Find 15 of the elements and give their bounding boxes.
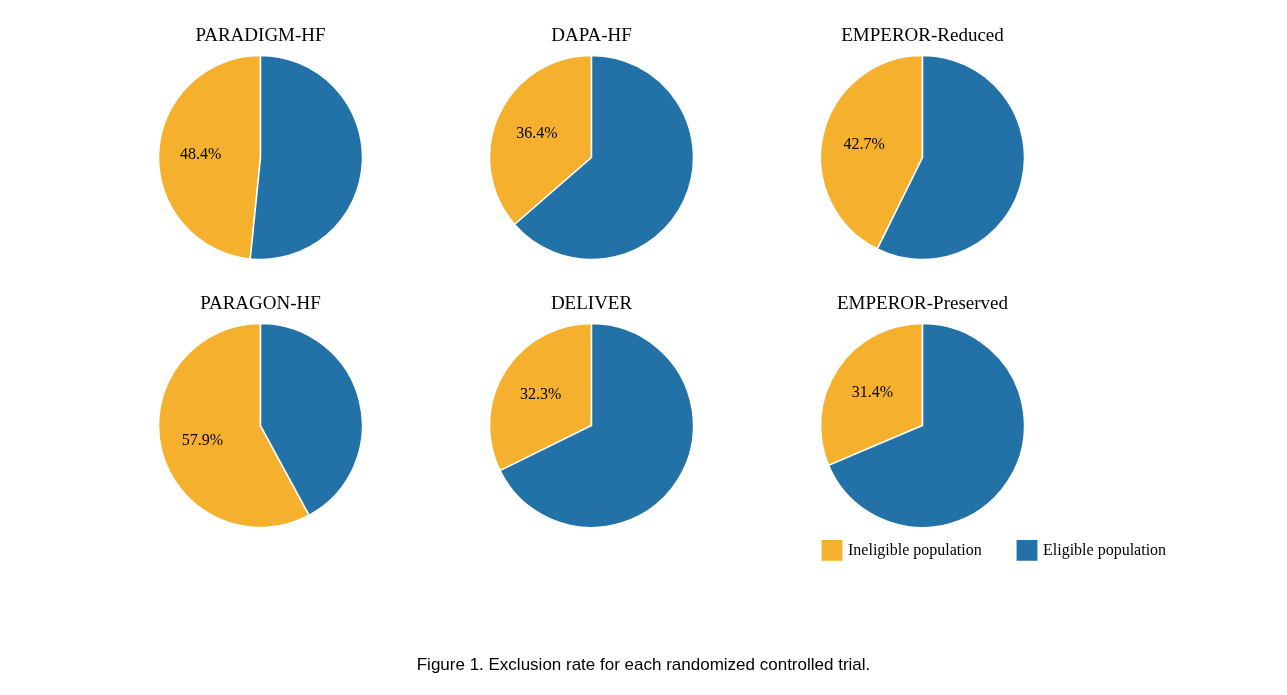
legend-label: Eligible population	[1043, 541, 1167, 560]
chart-title: PARAGON-HF	[200, 291, 321, 313]
chart-title: DELIVER	[550, 291, 633, 313]
data-label: 32.3%	[519, 384, 562, 402]
caption: Figure 1. Exclusion rate for each randomized controlled trial.	[415, 655, 872, 675]
data-label: 48.4%	[179, 145, 222, 163]
chart-title: EMPEROR-Reduced	[841, 23, 1005, 45]
chart-title: EMPEROR-Preserved	[837, 291, 1009, 313]
chart-title: PARADIGM-HF	[195, 23, 326, 45]
data-label: 31.4%	[851, 383, 894, 401]
chart-title: DAPA-HF	[551, 23, 632, 45]
data-label: 57.9%	[181, 431, 223, 449]
data-label: 42.7%	[843, 134, 885, 152]
legend-label: Ineligible population	[848, 541, 982, 560]
data-label: 36.4%	[516, 123, 558, 141]
